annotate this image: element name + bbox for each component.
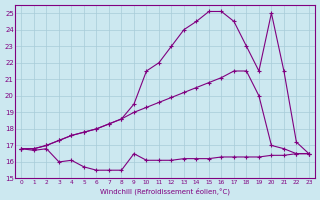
X-axis label: Windchill (Refroidissement éolien,°C): Windchill (Refroidissement éolien,°C) <box>100 188 230 195</box>
